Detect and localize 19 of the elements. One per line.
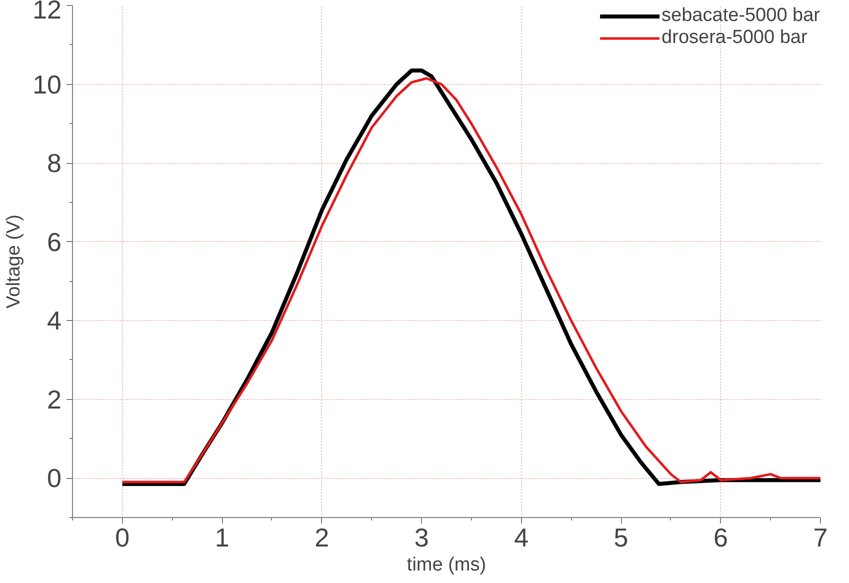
x-axis-title: time (ms) <box>406 554 486 576</box>
y-tick-label: 6 <box>47 226 62 257</box>
x-tick-label: 5 <box>614 522 628 552</box>
legend-label: sebacate-5000 bar <box>662 5 820 27</box>
y-tick-label: 12 <box>32 0 62 24</box>
x-tick-label: 2 <box>314 522 330 552</box>
y-tick-label: 8 <box>47 148 62 178</box>
x-tick-label: 7 <box>813 522 828 552</box>
legend-label: drosera-5000 bar <box>662 27 808 49</box>
y-axis-title: Voltage (V) <box>4 214 25 308</box>
x-tick-label: 4 <box>514 522 529 552</box>
x-tick-label: 0 <box>115 522 130 552</box>
y-tick-label: 0 <box>47 463 62 494</box>
y-tick-label: 4 <box>47 306 62 336</box>
x-tick-label: 3 <box>414 522 429 552</box>
x-tick-label: 1 <box>214 522 230 552</box>
x-tick-label: 6 <box>714 522 728 552</box>
y-tick-label: 10 <box>32 69 62 100</box>
y-tick-label: 2 <box>47 384 62 414</box>
